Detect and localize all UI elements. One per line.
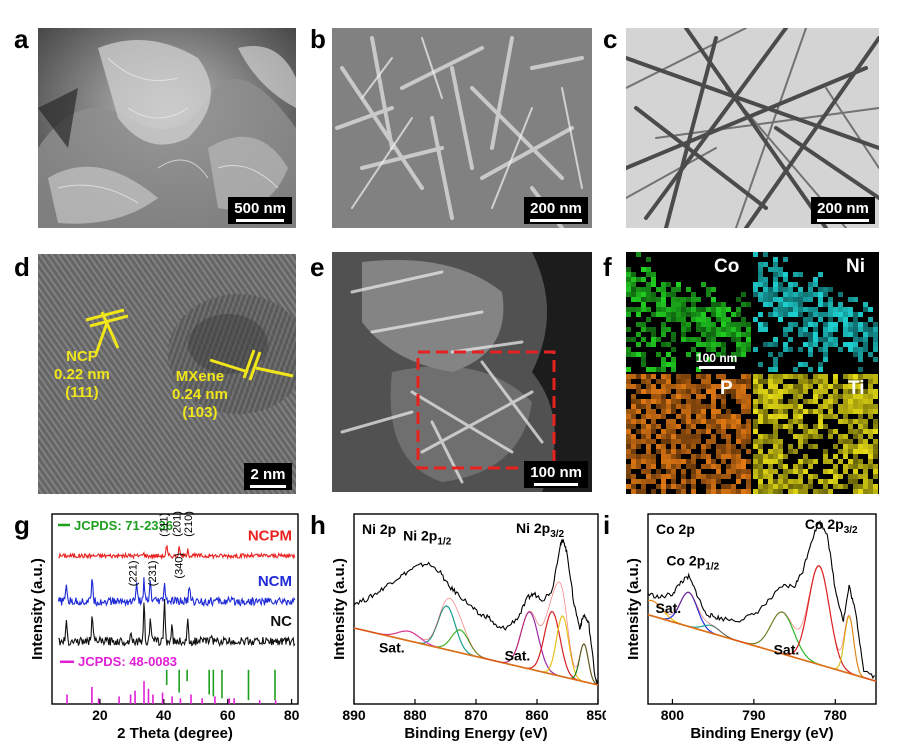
co2p-y-axis-label: Intensity (a.u.) xyxy=(625,558,642,660)
xrd-plot-frame xyxy=(51,513,299,705)
xrd-series-nc xyxy=(58,598,296,648)
co2p-experimental-line xyxy=(647,519,875,679)
co2p-x-tick-label-0: 800 xyxy=(661,707,685,723)
co2p-envelope-line xyxy=(647,565,877,682)
scale-bar-a: 500 nm xyxy=(228,197,292,224)
xrd-hkl-label-3: (201) xyxy=(171,511,183,537)
xrd-chart: 20 40 60 80 2 Theta (degree) Intensity (a.u.)… xyxy=(29,511,300,742)
eds-label-ni: Ni xyxy=(846,256,865,277)
sem-image-b: 200 nm xyxy=(332,28,592,228)
eds-map-ni xyxy=(753,252,878,372)
annotation-mxene-phase: MXene xyxy=(175,368,225,385)
eds-map-co xyxy=(626,252,751,372)
ni2p-x-axis-label: Binding Energy (eV) xyxy=(404,725,547,742)
xrd-hkl-label-5: (210) xyxy=(183,511,195,537)
tem-image-c: 200 nm xyxy=(626,28,879,228)
co2p-peak-label-1: Co 2p1/2 xyxy=(666,552,719,572)
co2p-background-line xyxy=(647,613,877,682)
annotation-ncp-plane: (111) xyxy=(65,384,99,401)
co2p-peak-label-0: Co 2p3/2 xyxy=(805,516,858,536)
scale-bar-e-text: 100 nm xyxy=(530,464,582,481)
ni2p-title: Ni 2p xyxy=(362,521,396,537)
co2p-peak-label-3: Sat. xyxy=(774,642,800,658)
scale-bar-b-text: 200 nm xyxy=(530,200,582,217)
xrd-series-label-nc: NC xyxy=(270,613,292,630)
annotation-ncp: NCP 0.22 nm (111) xyxy=(54,348,110,402)
panel-label-b: b xyxy=(310,24,326,54)
annotation-mxene: MXene 0.24 nm (103) xyxy=(172,368,228,422)
panel-label-c: c xyxy=(603,24,618,54)
eds-maps-f: Co Ni P Ti 100 nm xyxy=(626,252,879,494)
xrd-x-tick-label-0: 20 xyxy=(92,707,108,723)
scale-bar-b: 200 nm xyxy=(524,197,588,224)
xrd-series-label-ncm: NCM xyxy=(258,573,292,590)
ni2p-peak-label-1: Ni 2p3/2 xyxy=(516,520,565,540)
scale-bar-f: 100 nm xyxy=(696,351,737,369)
stem-image-e: 100 nm xyxy=(332,252,592,492)
xrd-reference-1 xyxy=(66,681,277,704)
ni2p-xps-chart: 890 880 870 860 850 Binding Energy (eV) Intens… xyxy=(331,513,606,742)
xrd-hkl-label-1: (231) xyxy=(147,561,159,587)
ni2p-x-tick-label-3: 860 xyxy=(525,707,549,723)
eds-map-p xyxy=(626,374,751,494)
eds-map-ti xyxy=(753,374,878,494)
hrtem-image-d: NCP 0.22 nm (111) MXene 0.24 nm (103) 2 … xyxy=(38,254,296,494)
xrd-reference-0 xyxy=(165,669,276,701)
panel-label-g: g xyxy=(14,510,30,540)
xrd-reference-legend-1: JCPDS: 48-0083 xyxy=(78,654,177,669)
xrd-x-tick-label-3: 80 xyxy=(284,707,300,723)
scale-bar-e: 100 nm xyxy=(524,461,588,488)
ni2p-x-tick-label-0: 890 xyxy=(342,707,366,723)
xrd-hkl-label-2: (111) xyxy=(159,513,171,537)
co2p-x-tick-label-1: 790 xyxy=(742,707,766,723)
ni2p-peak-label-2: Sat. xyxy=(379,640,405,656)
co2p-title: Co 2p xyxy=(656,521,695,537)
co2p-plot-frame xyxy=(647,513,877,705)
panel-label-f: f xyxy=(603,252,612,282)
scale-bar-d: 2 nm xyxy=(244,463,292,490)
panel-label-d: d xyxy=(14,252,30,282)
ni2p-peak-label-3: Sat. xyxy=(505,647,531,663)
co2p-xps-chart: 800 790 780 Binding Energy (eV) Intensity (a… xyxy=(625,513,877,742)
annotation-ncp-spacing: 0.22 nm xyxy=(54,366,110,383)
xrd-y-axis-label: Intensity (a.u.) xyxy=(29,558,46,660)
scale-bar-d-text: 2 nm xyxy=(250,466,286,483)
ni2p-background-line xyxy=(353,627,599,686)
xrd-reference-legend-0: JCPDS: 71-2336 xyxy=(74,518,173,533)
co2p-component-0 xyxy=(647,599,877,682)
ni2p-x-tick-label-2: 870 xyxy=(464,707,488,723)
scale-bar-c-text: 200 nm xyxy=(817,200,869,217)
annotation-mxene-spacing: 0.24 nm xyxy=(172,386,228,403)
panel-label-h: h xyxy=(310,510,326,540)
eds-label-co: Co xyxy=(714,256,740,277)
co2p-x-tick-label-2: 780 xyxy=(824,707,848,723)
ni2p-experimental-line xyxy=(353,538,599,684)
xrd-x-tick-label-2: 60 xyxy=(220,707,236,723)
eds-label-ti: Ti xyxy=(848,378,865,399)
ni2p-x-tick-label-4: 850 xyxy=(586,707,606,723)
panel-label-i: i xyxy=(603,510,611,540)
co2p-peak-label-2: Sat. xyxy=(656,600,682,616)
xrd-hkl-label-4: (340) xyxy=(173,553,185,579)
panel-label-e: e xyxy=(310,252,325,282)
panel-label-a: a xyxy=(14,24,29,54)
xrd-hkl-label-0: (221) xyxy=(128,561,140,587)
annotation-ncp-phase: NCP xyxy=(66,348,98,365)
sem-image-a: 500 nm xyxy=(38,28,296,228)
ni2p-y-axis-label: Intensity (a.u.) xyxy=(331,558,348,660)
xrd-series-ncm xyxy=(57,577,296,608)
ni2p-x-tick-label-1: 880 xyxy=(403,707,427,723)
scale-bar-f-text: 100 nm xyxy=(696,351,738,365)
ni2p-envelope-line xyxy=(353,581,599,686)
xrd-series-ncpm xyxy=(58,544,296,560)
annotation-mxene-plane: (103) xyxy=(182,404,218,421)
ni2p-peak-label-0: Ni 2p1/2 xyxy=(403,528,452,548)
eds-label-p: P xyxy=(720,378,733,399)
xrd-x-axis-label: 2 Theta (degree) xyxy=(117,725,233,742)
scale-bar-a-text: 500 nm xyxy=(234,200,286,217)
co2p-x-axis-label: Binding Energy (eV) xyxy=(690,725,833,742)
xrd-x-tick-label-1: 40 xyxy=(156,707,172,723)
scale-bar-c: 200 nm xyxy=(811,197,875,224)
xrd-series-label-ncpm: NCPM xyxy=(248,528,292,545)
